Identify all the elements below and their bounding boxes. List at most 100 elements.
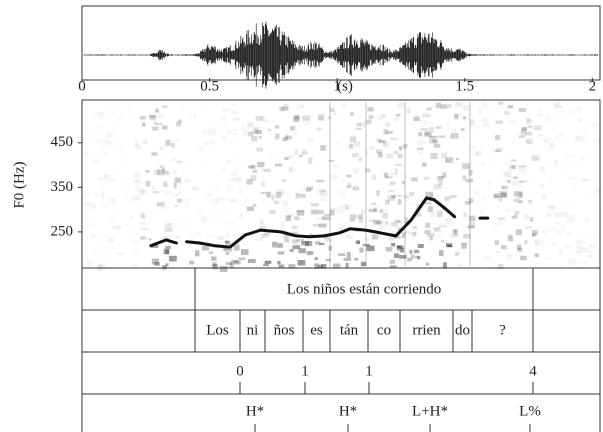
- spectrogram-cell: [178, 119, 182, 123]
- spectrogram-cell: [520, 255, 527, 261]
- spectrogram-cell: [413, 116, 420, 121]
- spectrogram-cell: [375, 149, 383, 154]
- spectrogram-cell: [389, 236, 394, 241]
- syllable-label: ni: [247, 322, 259, 338]
- spectrogram-cell: [202, 142, 209, 145]
- spectrogram-cell: [135, 179, 141, 184]
- spectrogram-cell: [588, 235, 596, 239]
- spectrogram-cell: [518, 165, 527, 168]
- spectrogram: [84, 102, 602, 272]
- spectrogram-cell: [289, 249, 294, 252]
- spectrogram-cell: [239, 219, 246, 222]
- spectrogram-cell: [529, 179, 535, 185]
- spectrogram-cell: [362, 121, 366, 128]
- spectrogram-cell: [246, 179, 253, 185]
- spectrogram-cell: [527, 259, 534, 262]
- spectrogram-cell: [575, 136, 583, 142]
- spectrogram-cell: [328, 159, 334, 162]
- spectrogram-cell: [507, 234, 513, 238]
- spectrogram-cell: [594, 138, 601, 144]
- spectrogram-cell: [461, 243, 468, 249]
- spectrogram-cell: [277, 251, 285, 255]
- spectrogram-cell: [365, 168, 371, 173]
- spectrogram-cell: [274, 200, 279, 205]
- spectrogram-cell: [446, 121, 449, 127]
- spectrogram-cell: [385, 122, 390, 128]
- spectrogram-cell: [477, 114, 483, 117]
- spectrogram-cell: [390, 222, 399, 227]
- spectrogram-cell: [323, 216, 331, 221]
- spectrogram-cell: [116, 252, 125, 255]
- spectrogram-cell: [377, 220, 383, 223]
- spectrogram-cell: [193, 114, 196, 118]
- spectrogram-cell: [346, 252, 351, 258]
- spectrogram-cell: [430, 212, 436, 218]
- spectrogram-cell: [386, 153, 393, 159]
- spectrogram-cell: [148, 238, 152, 241]
- spectrogram-cell: [507, 164, 515, 171]
- spectrogram-cell: [159, 165, 166, 169]
- spectrogram-cell: [291, 225, 298, 229]
- spectrogram-cell: [568, 176, 573, 179]
- spectrogram-cell: [391, 243, 396, 247]
- spectrogram-cell: [403, 195, 409, 199]
- spectrogram-cell: [442, 172, 447, 178]
- spectrogram-cell: [403, 210, 411, 212]
- spectrogram-cell: [371, 174, 376, 180]
- spectrogram-cell: [428, 137, 437, 144]
- spectrogram-cell: [352, 186, 356, 191]
- spectrogram-cell: [404, 217, 409, 223]
- spectrogram-cell: [553, 222, 561, 225]
- spectrogram-cell: [140, 213, 146, 219]
- spectrogram-cell: [131, 196, 135, 203]
- spectrogram-cell: [302, 115, 310, 121]
- spectrogram-cell: [456, 157, 460, 160]
- spectrogram-cell: [140, 117, 145, 123]
- spectrogram-cell: [546, 257, 552, 260]
- spectrogram-cell: [580, 261, 587, 264]
- spectrogram-cell: [222, 108, 228, 113]
- x-tick-label: 2: [589, 78, 597, 94]
- spectrogram-cell: [568, 259, 577, 265]
- break-label: 4: [529, 363, 537, 379]
- spectrogram-cell: [294, 216, 300, 221]
- spectrogram-cell: [468, 198, 474, 203]
- spectrogram-cell: [497, 217, 506, 220]
- spectrogram-cell: [207, 234, 214, 237]
- spectrogram-cell: [316, 188, 324, 195]
- spectrogram-cell: [293, 116, 300, 122]
- spectrogram-cell: [496, 251, 501, 254]
- spectrogram-cell: [202, 246, 209, 251]
- spectrogram-cell: [390, 173, 397, 176]
- spectrogram-cell: [364, 149, 369, 156]
- spectrogram-cell: [169, 255, 177, 262]
- spectrogram-cell: [500, 172, 507, 177]
- spectrogram-cell: [236, 165, 240, 169]
- spectrogram-cell: [140, 115, 146, 120]
- spectrogram-cell: [579, 238, 586, 244]
- spectrogram-cell: [462, 163, 470, 170]
- spectrogram-cell: [338, 205, 346, 209]
- spectrogram-cell: [174, 177, 182, 183]
- spectrogram-cell: [526, 137, 534, 144]
- spectrogram-cell: [378, 224, 386, 230]
- spectrogram-cell: [172, 192, 179, 198]
- spectrogram-cell: [445, 157, 453, 163]
- spectrogram-cell: [453, 229, 458, 236]
- spectrogram-cell: [337, 209, 345, 214]
- spectrogram-cell: [519, 200, 523, 203]
- spectrogram-cell: [441, 239, 445, 243]
- spectrogram-cell: [528, 199, 533, 203]
- spectrogram-cell: [383, 172, 389, 178]
- spectrogram-cell: [253, 127, 259, 134]
- spectrogram-cell: [255, 129, 262, 134]
- spectrogram-cell: [145, 170, 150, 173]
- spectrogram-cell: [586, 193, 589, 197]
- spectrogram-cell: [153, 121, 157, 125]
- spectrogram-cell: [124, 164, 130, 167]
- spectrogram-cell: [284, 236, 289, 243]
- spectrogram-cell: [107, 238, 115, 243]
- spectrogram-cell: [566, 154, 574, 157]
- spectrogram-cell: [142, 122, 146, 127]
